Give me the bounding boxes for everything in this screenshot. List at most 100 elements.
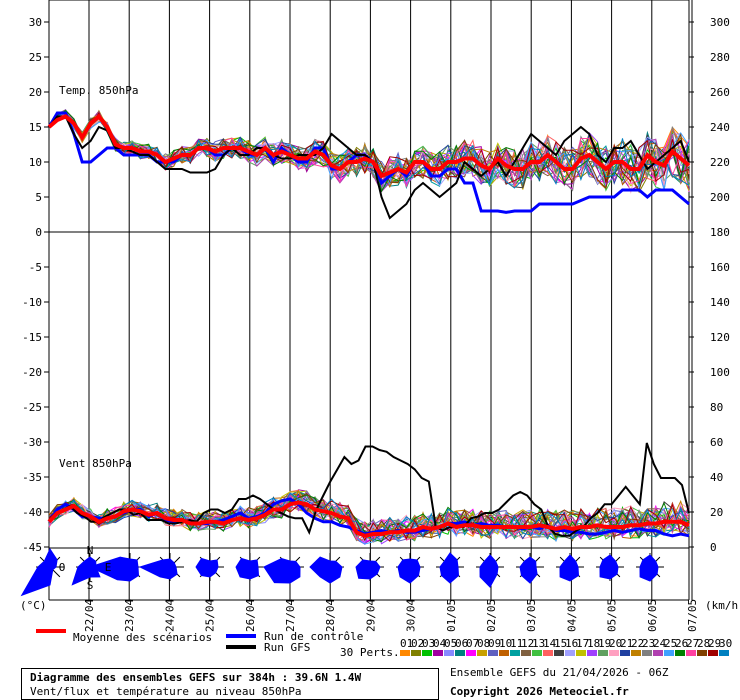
perturbation-swatch <box>697 650 707 656</box>
perturbation-number: 29 <box>708 637 721 650</box>
right-tick-label: 180 <box>710 226 730 239</box>
perturbation-number: 07 <box>466 637 479 650</box>
perturbation-swatch <box>554 650 564 656</box>
rose-14 <box>556 553 584 582</box>
date-label: 23/04 <box>123 599 136 632</box>
perturbation-swatch <box>477 650 487 656</box>
right-tick-label: 0 <box>710 541 717 554</box>
rose-petals <box>519 556 538 584</box>
perturbation-swatch <box>433 650 443 656</box>
perturbation-swatch <box>400 650 410 656</box>
perturbation-swatch <box>598 650 608 656</box>
rose-1 <box>20 547 64 597</box>
right-tick-label: 160 <box>710 261 730 274</box>
right-tick-label: 220 <box>710 156 730 169</box>
perturbation-swatch <box>642 650 652 656</box>
right-tick-label: 100 <box>710 366 730 379</box>
date-label: 22/04 <box>83 599 96 632</box>
perturbation-swatch <box>543 650 553 656</box>
wind-panel-frame <box>48 231 690 549</box>
right-tick-label: 280 <box>710 51 730 64</box>
perturbation-number: 26 <box>675 637 688 650</box>
left-tick-label: 30 <box>29 16 42 29</box>
perturbation-number: 04 <box>433 637 447 650</box>
left-tick-label: 15 <box>29 121 42 134</box>
perturbation-number: 03 <box>422 637 435 650</box>
right-tick-label: 40 <box>710 471 723 484</box>
rose-petals <box>235 557 260 580</box>
rose-12 <box>476 553 504 588</box>
perturbation-number: 14 <box>543 637 557 650</box>
temperature-mean-line <box>47 113 691 179</box>
rose-15 <box>596 553 624 581</box>
rose-petals <box>88 556 140 582</box>
rose-petals <box>138 558 178 580</box>
perturbation-series <box>48 109 690 546</box>
perturbation-number: 09 <box>488 637 501 650</box>
perturbation-number: 11 <box>510 637 523 650</box>
perturbation-swatch <box>488 650 498 656</box>
left-tick-label: -15 <box>22 331 42 344</box>
footer-title: Diagramme des ensembles GEFS sur 384h : … <box>30 671 362 684</box>
perturbation-swatch <box>444 650 454 656</box>
left-tick-label: 20 <box>29 86 42 99</box>
perturbation-number: 10 <box>499 637 512 650</box>
rose-3 <box>88 553 144 582</box>
wind-mean-line <box>47 500 690 538</box>
perturbation-number: 18 <box>587 637 600 650</box>
rose-6 <box>235 553 264 581</box>
perturbation-swatch <box>422 650 432 656</box>
rose-petals <box>599 554 619 580</box>
rose-petals <box>479 554 499 588</box>
perturbation-number: 17 <box>576 637 589 650</box>
perturbation-number: 28 <box>697 637 710 650</box>
date-label: 07/05 <box>686 599 699 632</box>
rose-5 <box>195 553 224 581</box>
rose-8 <box>309 553 344 584</box>
left-tick-label: -20 <box>22 366 42 379</box>
perturbation-swatch <box>719 650 729 656</box>
left-tick-label: -30 <box>22 436 42 449</box>
perturbation-number: 08 <box>477 637 490 650</box>
wind-perturbation-line <box>48 492 690 542</box>
right-tick-label: 240 <box>710 121 730 134</box>
perturbation-swatch <box>631 650 641 656</box>
perturbation-swatch <box>466 650 476 656</box>
perturbation-number: 19 <box>598 637 611 650</box>
rose-petals <box>309 556 343 584</box>
perturbation-swatch <box>455 650 465 656</box>
perturbation-number: 23 <box>642 637 655 650</box>
temperature-panel-label: Temp. 850hPa <box>59 84 138 97</box>
rose-4 <box>138 553 184 581</box>
compass-letter: S <box>87 579 94 592</box>
rose-petals <box>355 559 381 580</box>
rose-2 <box>71 553 104 586</box>
left-tick-label: 25 <box>29 51 42 64</box>
legend: Moyenne des scénarios Run de contrôle Ru… <box>36 629 732 659</box>
perturbation-number: 22 <box>631 637 644 650</box>
left-tick-label: -10 <box>22 296 42 309</box>
perturbation-swatch <box>565 650 575 656</box>
perturbation-legend: 0102030405060708091011121314151617181920… <box>400 637 732 656</box>
perturbation-swatch <box>521 650 531 656</box>
rose-petals <box>263 557 301 584</box>
perturbation-number: 21 <box>620 637 633 650</box>
footer-box: Diagramme des ensembles GEFS sur 384h : … <box>21 668 439 700</box>
legend-control-label: Run de contrôle <box>264 630 363 643</box>
date-label: 29/04 <box>364 599 377 632</box>
left-tick-label: 5 <box>35 191 42 204</box>
left-tick-label: -40 <box>22 506 42 519</box>
rose-petals <box>20 547 58 597</box>
rose-10 <box>396 553 424 584</box>
left-unit-label: (°C) <box>20 599 47 612</box>
date-label: 04/05 <box>565 599 578 632</box>
perturbation-swatch <box>587 650 597 656</box>
date-label: 05/05 <box>606 599 619 632</box>
temperature-perturbation-line <box>48 114 690 188</box>
perturbation-swatch <box>620 650 630 656</box>
footer-subtitle: Vent/flux et température au niveau 850hP… <box>30 685 302 698</box>
rose-13 <box>516 553 544 584</box>
perturbation-swatch <box>609 650 619 656</box>
perturbation-number: 13 <box>532 637 545 650</box>
